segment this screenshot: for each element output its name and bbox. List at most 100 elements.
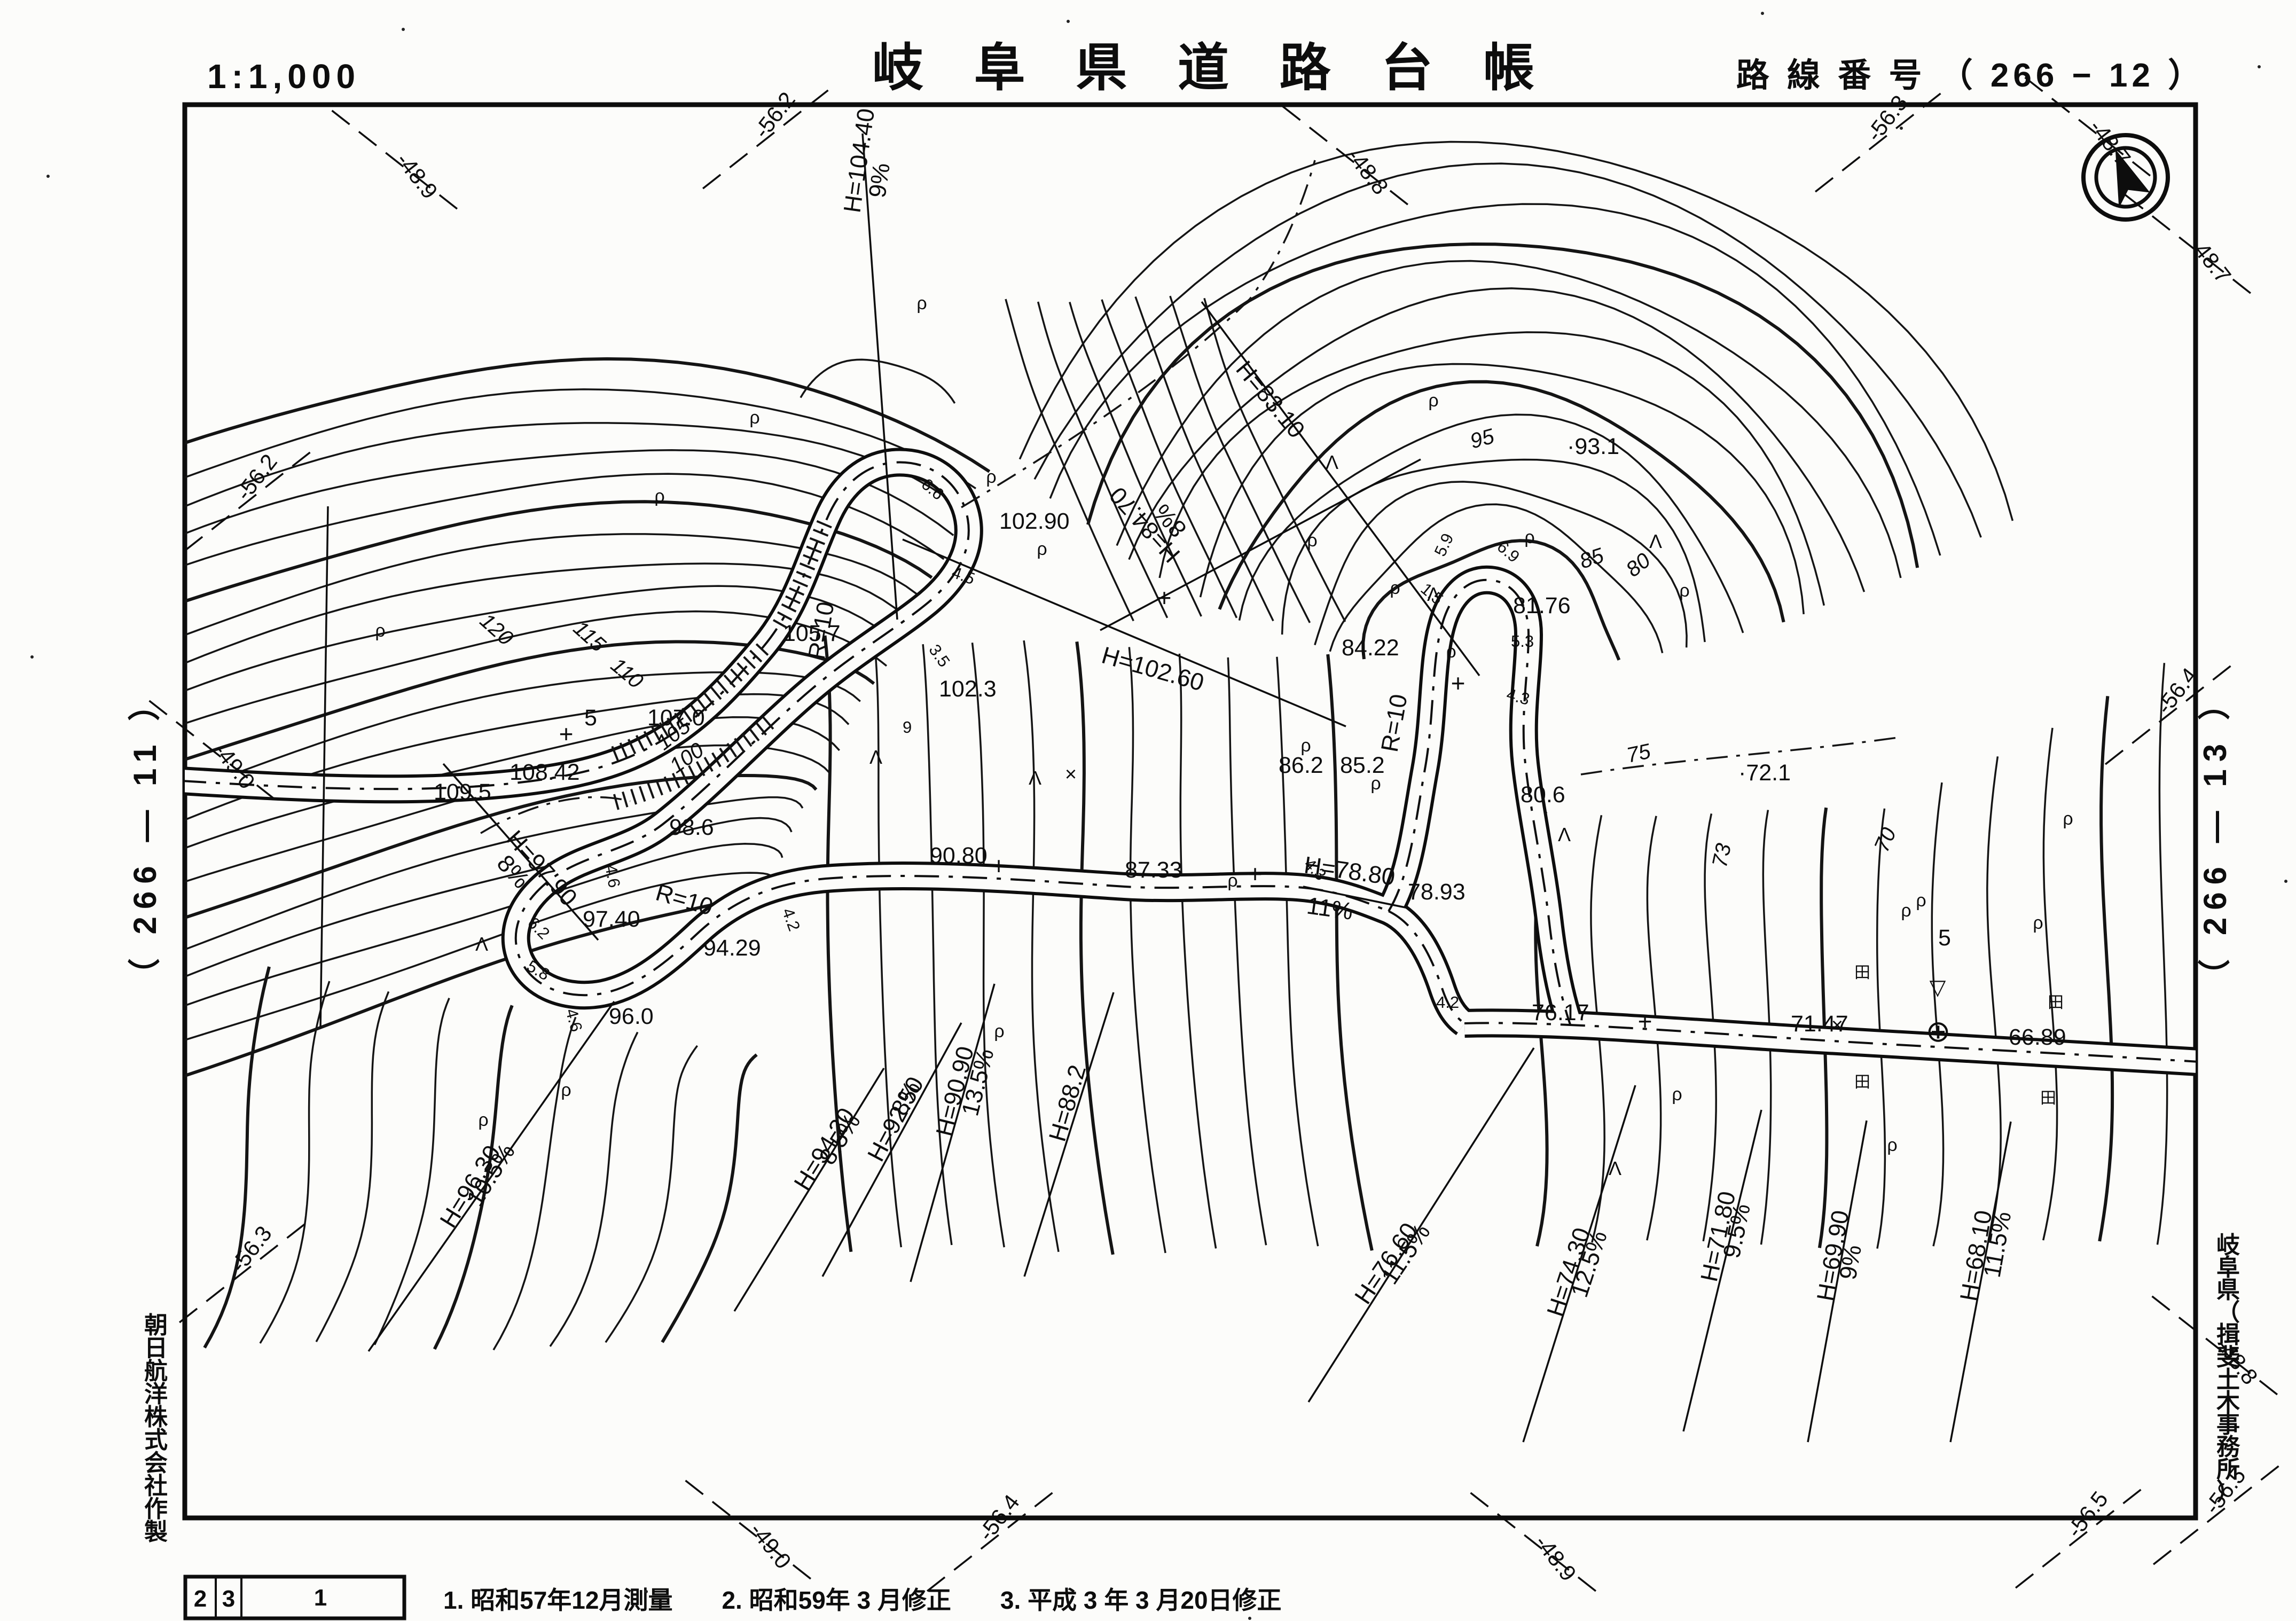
credit-character: （ [2216,1299,2240,1326]
elevation-point-label: 84.22 [1342,635,1399,661]
elevation-point-label: ·72.1 [1738,760,1791,786]
elevation-point-label: 107.0 [647,705,705,731]
adjacent-sheet-left: （ 266 — 11 ） [127,682,163,990]
contour-line [873,641,903,1248]
credit-character: 会 [144,1450,168,1476]
contour-line [1049,203,1941,556]
grid-tick [925,1492,1053,1593]
credit-character: 土 [2216,1367,2240,1393]
contour-line [1238,413,1744,633]
contour-line [185,610,888,725]
grass-symbol: ρ [654,486,664,506]
contour-line [1018,140,2014,521]
width-dimension-label: 5.3 [1511,632,1534,651]
contour-line [373,998,450,1345]
contour-line [185,562,907,664]
index-cell-2: 3 [222,1586,235,1612]
grass-symbol: ρ [1390,578,1400,598]
elevation-point-label: 66.89 [2009,1024,2066,1050]
elevation-point-label: 94.29 [703,935,761,961]
grid-tick [148,700,277,801]
paddy-field-symbol: 田 [1854,964,1870,982]
contour-line [1086,242,1919,568]
grass-symbol: ρ [2063,809,2073,829]
contour-line [1128,647,1166,1254]
elevation-point-label: 85.2 [1340,753,1385,778]
contour-line [185,872,773,1041]
elevation-point-label: 90.80 [930,843,988,868]
grid-coordinate-label: -48.9 [391,148,443,203]
credit-character: 株 [144,1404,168,1430]
conifer-symbol: Λ [1558,824,1571,845]
grid-tick [183,451,311,553]
elevation-point-label: 78.93 [1408,879,1466,905]
point-labels: 102.90 105.7 102.3 109.5 108.42 107.0 98.6 97.4… [434,434,2066,1050]
contour-line [185,357,991,473]
contour-line [1931,782,1945,1247]
grass-symbol: ρ [1916,890,1926,911]
index-cell-1: 2 [194,1586,207,1612]
station-cross: + [1638,1007,1652,1035]
grass-symbol: ρ [1901,900,1911,921]
contour-line [605,1045,699,1343]
credit-character: 作 [144,1496,168,1522]
station-x: × [1065,763,1077,786]
page-title: 岐 阜 県 道 路 台 帳 [872,40,1553,97]
station-cross: + [559,720,574,748]
contour-line [185,796,804,951]
contour-elevation-label: 73 [1708,841,1736,870]
contour-line [1326,654,1374,1251]
elevation-point-label: ·93.1 [1567,434,1619,459]
grass-symbol: ρ [749,408,759,428]
scan-specks [30,12,2287,1620]
grass-symbol: ρ [375,621,385,641]
elevation-point-label: 98.6 [669,815,714,840]
survey-grade-label: 11% [1305,891,1355,925]
contour-line [185,773,818,920]
road-network [185,448,2196,1076]
adjacent-sheet-right: （ 266 — 13 ） [2197,680,2233,991]
contour-line [492,1016,577,1351]
grass-symbol: ρ [1887,1135,1897,1155]
grid-tick [2103,665,2231,766]
contour-line [1876,808,1886,1249]
width-dimension-label: 4.2 [1436,993,1459,1012]
grass-symbol: ρ [561,1080,571,1100]
credit-character: 務 [2216,1434,2240,1460]
grid-tick [2151,1465,2279,1567]
contour-line [1361,539,1621,661]
station-x: × [1831,1014,1843,1037]
contour-line [1199,363,1805,615]
grass-symbol: ρ [2033,913,2043,933]
elevation-point-label: 109.5 [434,779,491,805]
credit-character: 斐 [2216,1344,2240,1371]
survey-grade-label: R=10 [1376,692,1413,754]
elevation-point-label: 97.40 [583,906,640,932]
contour-line [1134,296,1274,622]
grid-tick [331,109,459,211]
route-number: 路 線 番 号 （ 266 − 12 ） [1736,57,2205,94]
width-dimension-label: 5.9 [1431,530,1457,559]
contour-line [1128,287,1866,592]
contour-line [1817,807,1829,1248]
contour-line [1158,331,1825,606]
station-cross: + [1451,669,1466,697]
grid-tick [177,1223,305,1325]
contour-line [661,1053,758,1343]
grid-coordinate-label: -56.3 [1861,90,1913,146]
credit-character: 岐 [2216,1232,2240,1258]
survey-lines [319,133,2012,1443]
north-arrow-icon [2081,133,2170,222]
contour-line [1178,653,1217,1249]
contour-line [1033,162,1982,538]
credit-character: 航 [144,1358,168,1384]
grass-symbol: ρ [1679,581,1689,601]
elevation-point-label: 81.76 [1513,593,1571,618]
grid-coordinate-label: -56.2 [749,87,800,143]
grid-coordinate-label: -48.7 [2085,115,2136,170]
station-cross: + [992,852,1006,880]
credit-character: 阜 [2216,1255,2240,1281]
width-dimension-label: 4.6 [601,863,624,889]
